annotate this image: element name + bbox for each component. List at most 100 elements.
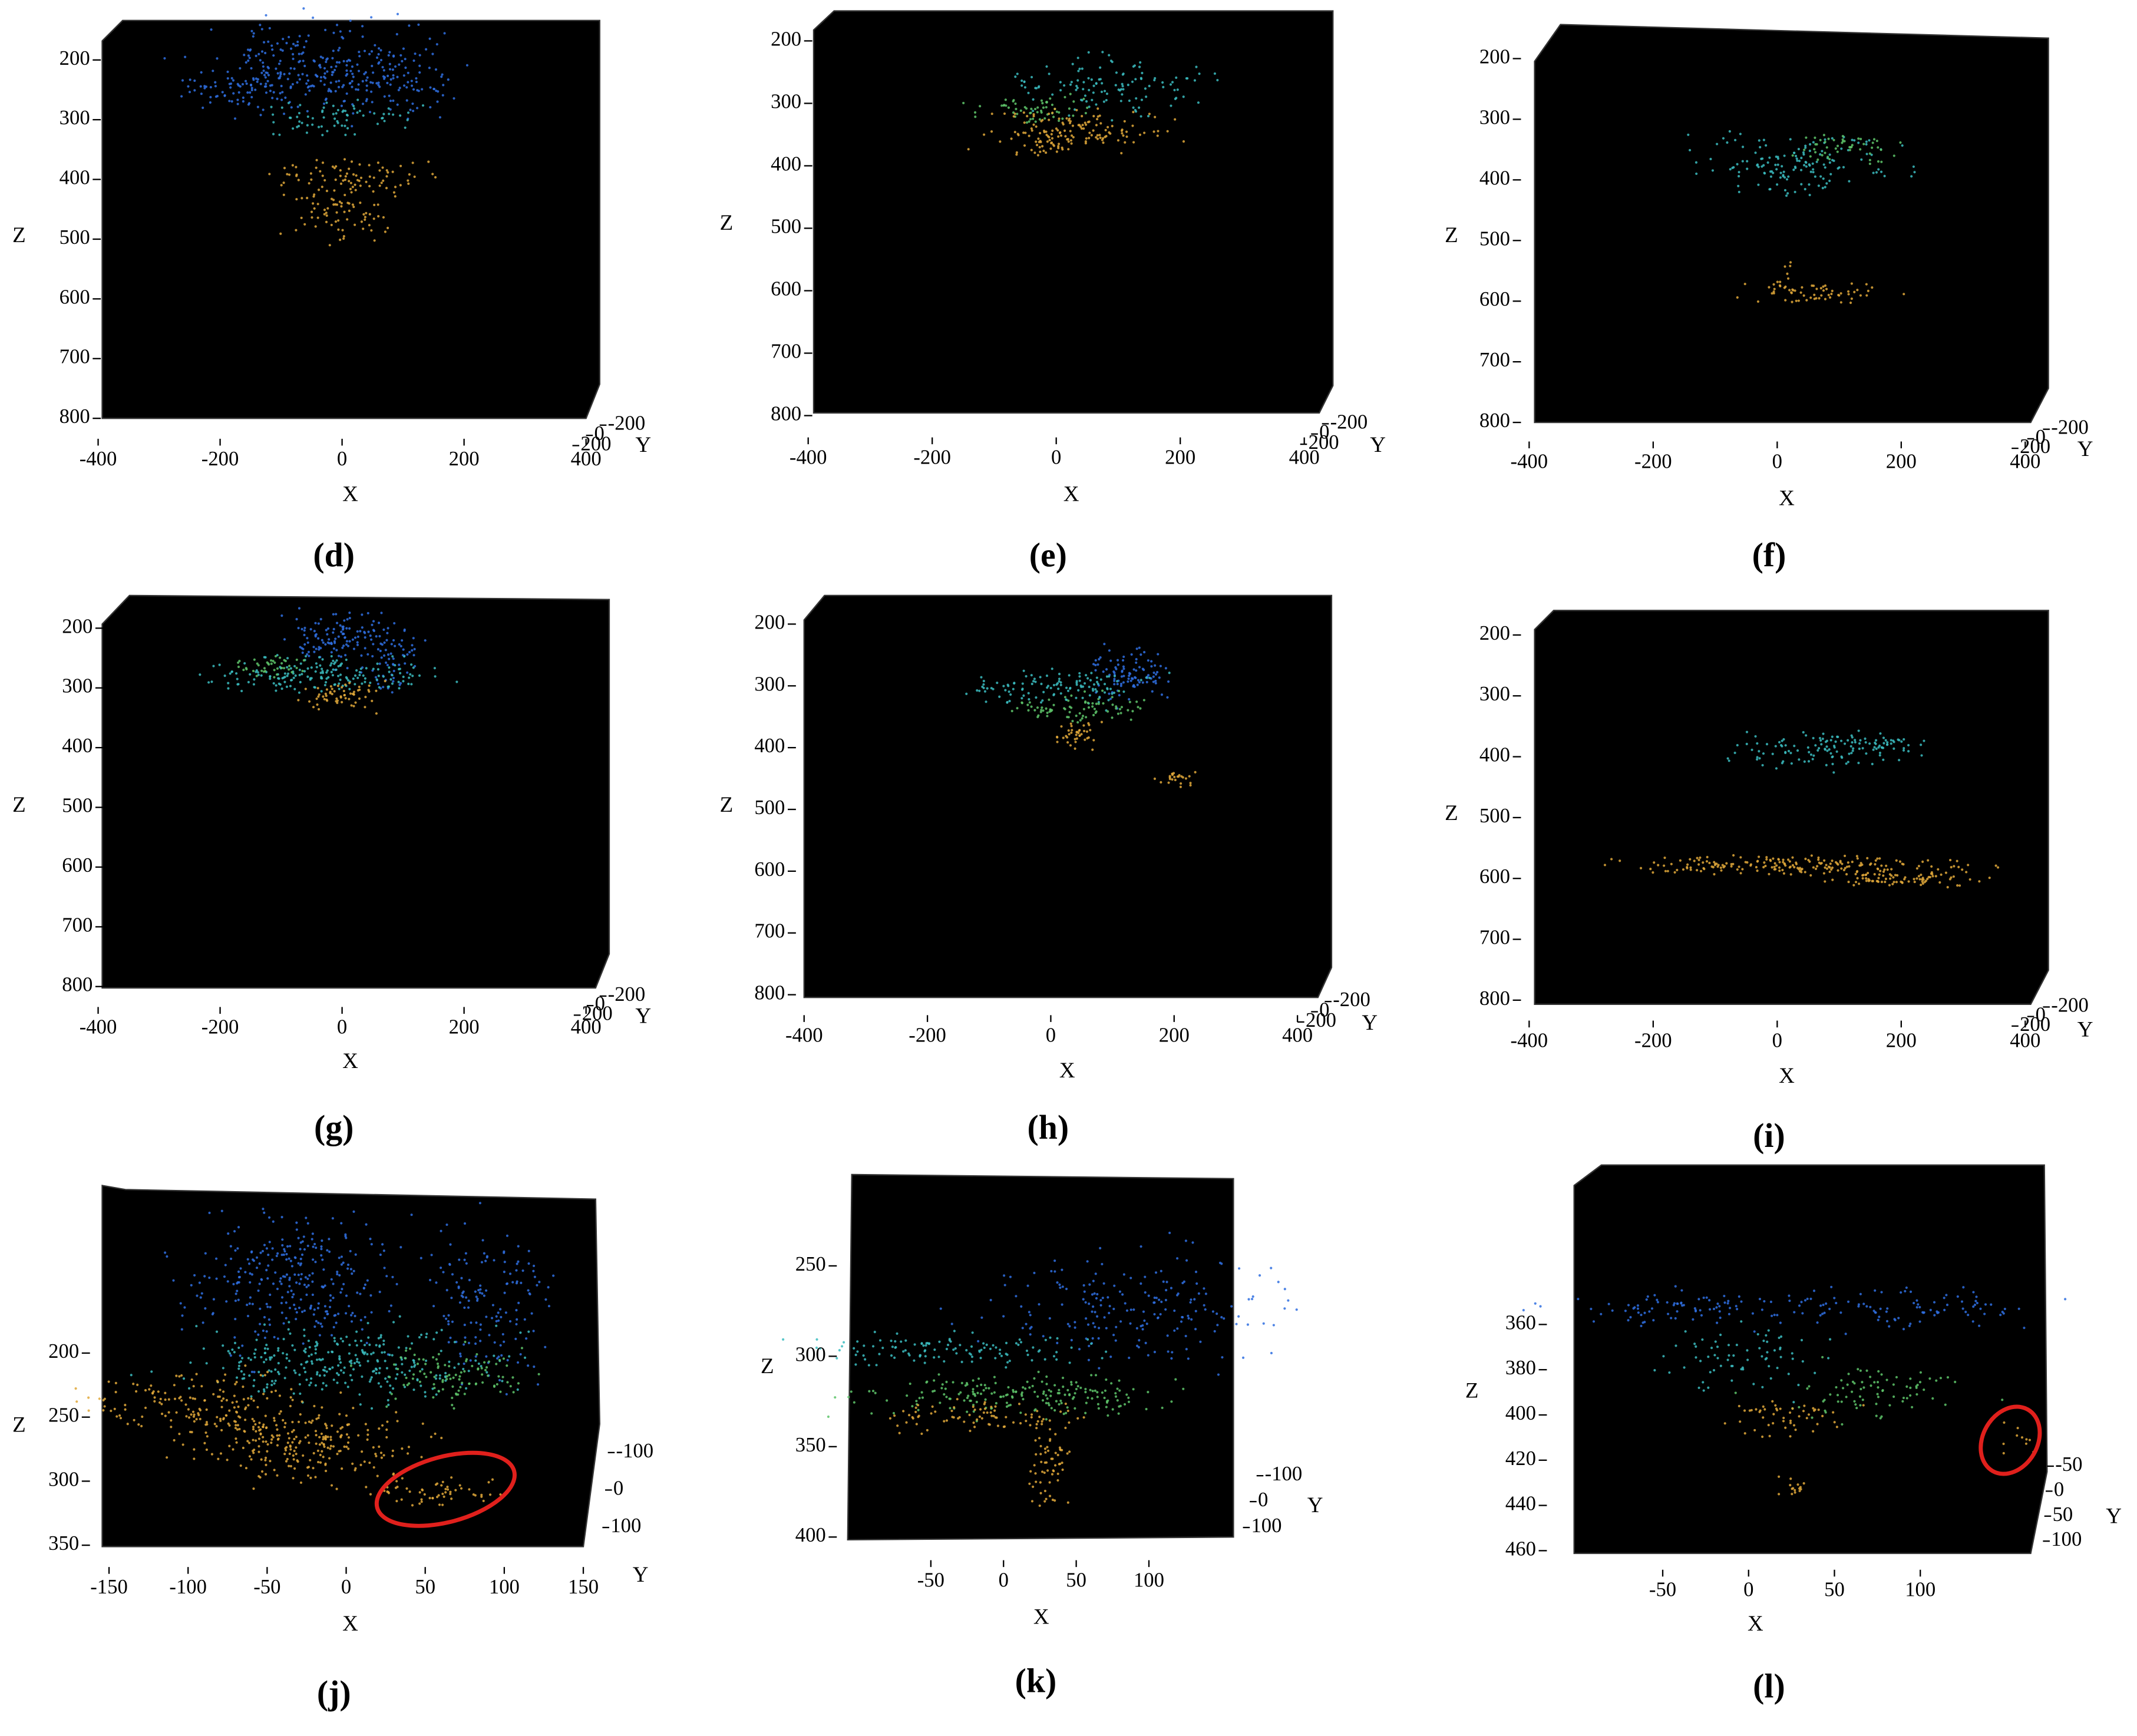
- point: [1147, 1354, 1150, 1357]
- point: [976, 689, 979, 692]
- point: [424, 1363, 427, 1365]
- point: [315, 1341, 318, 1344]
- point: [295, 166, 298, 168]
- point: [270, 44, 273, 47]
- point: [1804, 1299, 1807, 1302]
- point: [1029, 1470, 1032, 1473]
- point: [308, 1354, 311, 1358]
- point: [1741, 160, 1744, 163]
- point: [198, 1281, 201, 1284]
- point: [283, 638, 286, 641]
- point: [301, 651, 304, 654]
- point: [300, 627, 303, 631]
- point: [260, 1355, 263, 1358]
- point: [1122, 655, 1125, 659]
- point: [346, 618, 349, 621]
- point: [273, 1469, 276, 1472]
- point: [1831, 762, 1834, 766]
- point: [350, 704, 353, 707]
- point: [346, 679, 350, 682]
- point: [536, 1284, 539, 1287]
- point: [1076, 1417, 1079, 1420]
- point: [272, 682, 275, 685]
- point: [1828, 866, 1831, 869]
- point: [279, 1277, 282, 1280]
- point: [248, 57, 251, 59]
- point: [228, 1352, 232, 1355]
- point: [1176, 88, 1179, 91]
- point: [1878, 857, 1881, 860]
- point: [193, 1274, 196, 1277]
- point: [215, 1257, 218, 1260]
- point: [1118, 1290, 1122, 1293]
- point: [1815, 143, 1818, 146]
- point: [444, 1364, 447, 1367]
- point: [292, 57, 295, 61]
- point: [1120, 706, 1124, 709]
- point: [479, 1284, 482, 1287]
- point: [1041, 699, 1044, 702]
- point: [1885, 1310, 1888, 1313]
- point: [312, 706, 315, 709]
- point: [110, 1409, 113, 1413]
- point: [1848, 180, 1851, 183]
- point: [896, 1332, 899, 1335]
- point: [383, 641, 386, 644]
- point: [1803, 148, 1806, 151]
- point: [372, 176, 375, 179]
- point: [285, 1446, 288, 1449]
- point: [388, 68, 392, 71]
- point: [474, 1355, 477, 1358]
- point: [382, 1249, 385, 1252]
- point: [1857, 1368, 1859, 1371]
- point: [958, 1416, 961, 1419]
- point: [1915, 867, 1918, 870]
- point: [309, 85, 312, 88]
- point: [1051, 137, 1054, 140]
- point: [368, 111, 372, 114]
- point: [1056, 1341, 1059, 1344]
- point: [1194, 1310, 1197, 1312]
- point: [1101, 1262, 1104, 1266]
- plot-box: [1534, 610, 2049, 1005]
- point: [383, 95, 386, 98]
- point: [485, 1315, 488, 1318]
- point: [1808, 193, 1811, 197]
- point: [1046, 1446, 1049, 1449]
- point: [252, 77, 255, 80]
- point: [362, 1287, 365, 1289]
- point: [1723, 1294, 1726, 1298]
- point: [1825, 1302, 1828, 1305]
- point: [499, 1390, 502, 1393]
- point: [1074, 740, 1077, 743]
- point: [372, 629, 376, 633]
- point: [382, 1343, 385, 1346]
- point: [1957, 865, 1960, 868]
- panel-caption: (i): [1753, 1116, 1785, 1155]
- point: [1131, 710, 1134, 713]
- point: [1129, 718, 1132, 721]
- point: [323, 1365, 326, 1369]
- point: [189, 78, 191, 81]
- point: [237, 1270, 240, 1273]
- point: [279, 48, 282, 51]
- point: [1094, 1389, 1096, 1392]
- point: [1539, 1305, 1542, 1308]
- point: [1689, 866, 1692, 869]
- point: [359, 1340, 363, 1342]
- point: [1814, 1371, 1816, 1374]
- point: [337, 1312, 340, 1315]
- point: [407, 1446, 411, 1449]
- point: [264, 76, 267, 79]
- point: [493, 1354, 496, 1357]
- point: [225, 1300, 228, 1303]
- point: [358, 163, 361, 166]
- point: [280, 1282, 283, 1285]
- point: [1892, 747, 1895, 750]
- point: [1765, 743, 1769, 746]
- point: [183, 1306, 186, 1309]
- point: [175, 1411, 178, 1414]
- point: [1277, 1281, 1280, 1284]
- point: [1118, 707, 1122, 710]
- point: [440, 1350, 442, 1353]
